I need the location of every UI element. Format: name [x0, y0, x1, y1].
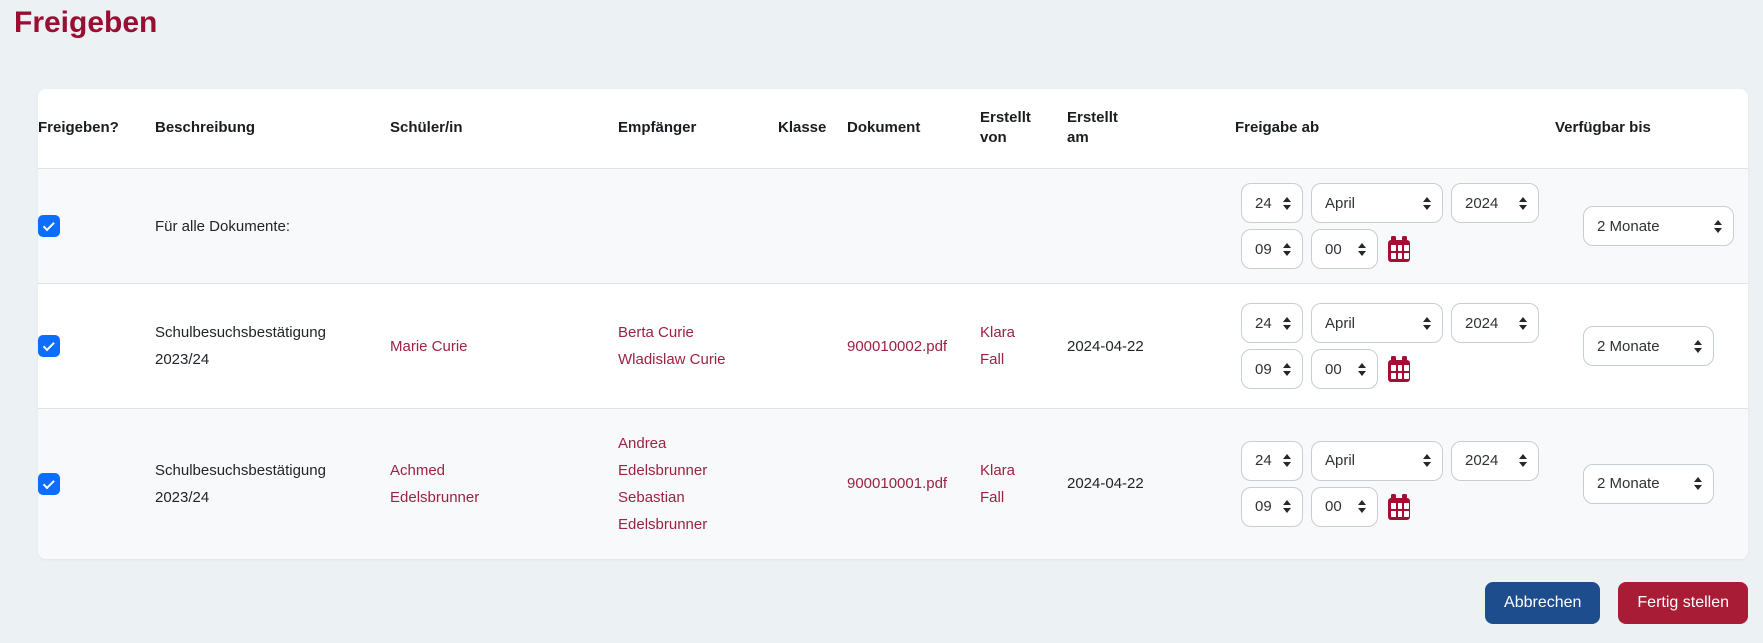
created-at-value: 2024-04-22 [1067, 475, 1144, 493]
student-link[interactable]: Marie Curie [390, 337, 468, 355]
available-until-select[interactable]: 2 Monate [1583, 463, 1714, 504]
freigeben-checkbox[interactable] [38, 335, 60, 357]
release-day-select[interactable]: 24 [1241, 440, 1303, 481]
calendar-icon[interactable] [1388, 493, 1412, 520]
document-link[interactable]: 900010002.pdf [847, 337, 948, 355]
spinner-arrows-icon [1358, 500, 1366, 514]
col-header-freigabe-ab: Freigabe ab [1235, 119, 1320, 137]
klasse-cell [778, 409, 847, 559]
release-table-card: Freigeben? Beschreibung Schüler/in Empfä… [38, 88, 1748, 559]
page-title: Freigeben [14, 6, 158, 39]
release-table: Freigeben? Beschreibung Schüler/in Empfä… [38, 89, 1748, 559]
recipient-link[interactable]: Andrea Edelsbrunner [618, 434, 708, 479]
release-minute-select[interactable]: 00 [1311, 229, 1378, 269]
spinner-arrows-icon [1714, 219, 1722, 233]
created-at-cell [1067, 169, 1235, 284]
recipient-cell [618, 169, 778, 284]
created-by-link[interactable]: Klara Fall [980, 461, 1016, 506]
document-link[interactable]: 900010001.pdf [847, 475, 948, 493]
recipient-link[interactable]: Wladislaw Curie [618, 351, 726, 368]
spinner-arrows-icon [1283, 242, 1291, 256]
created-by-cell [980, 169, 1067, 284]
freigeben-checkbox[interactable] [38, 472, 60, 495]
row-description: Schulbesuchsbestätigung 2023/24 [155, 461, 326, 506]
spinner-arrows-icon [1423, 454, 1431, 468]
spinner-arrows-icon [1358, 362, 1366, 376]
spinner-arrows-icon [1423, 316, 1431, 330]
release-year-select[interactable]: 2024 [1451, 440, 1539, 481]
spinner-arrows-icon [1283, 454, 1291, 468]
action-button-bar: Abbrechen Fertig stellen [38, 581, 1748, 625]
klasse-cell [778, 284, 847, 409]
col-header-schueler: Schüler/in [390, 119, 463, 137]
document-cell [847, 169, 980, 284]
row-description: Für alle Dokumente: [155, 217, 291, 235]
recipient-link[interactable]: Berta Curie [618, 324, 694, 341]
release-year-select[interactable]: 2024 [1451, 303, 1539, 343]
table-row: Schulbesuchsbestätigung 2023/24 Achmed E… [38, 408, 1748, 559]
release-year-select[interactable]: 2024 [1451, 183, 1539, 223]
release-datetime-group: 24 April 2024 09 00 [1241, 440, 1539, 527]
release-month-select[interactable]: April [1311, 183, 1443, 223]
release-hour-select[interactable]: 09 [1241, 486, 1303, 527]
created-by-link[interactable]: Klara Fall [980, 324, 1016, 368]
calendar-icon[interactable] [1388, 236, 1412, 262]
check-icon [42, 339, 55, 352]
student-link[interactable]: Achmed Edelsbrunner [390, 461, 480, 506]
table-row: Schulbesuchsbestätigung 2023/24 Marie Cu… [38, 283, 1748, 409]
col-header-erstellt-am: Erstellt am [1067, 109, 1118, 147]
release-minute-select[interactable]: 00 [1311, 486, 1378, 527]
student-cell [390, 169, 618, 284]
created-at-value: 2024-04-22 [1067, 337, 1144, 355]
recipient-link[interactable]: Sebastian Edelsbrunner [618, 488, 708, 533]
submit-button[interactable]: Fertig stellen [1618, 581, 1748, 625]
release-datetime-group: 24 April 2024 09 00 [1241, 303, 1539, 389]
col-header-klasse: Klasse [778, 119, 827, 137]
cancel-button[interactable]: Abbrechen [1485, 581, 1601, 625]
header-row: Freigeben? Beschreibung Schüler/in Empfä… [38, 89, 1748, 169]
spinner-arrows-icon [1283, 362, 1291, 376]
col-header-empfaenger: Empfänger [618, 119, 697, 137]
spinner-arrows-icon [1519, 196, 1527, 210]
release-month-select[interactable]: April [1311, 440, 1443, 481]
available-until-select[interactable]: 2 Monate [1583, 206, 1734, 246]
table-row: Für alle Dokumente: 24 April 2024 [38, 168, 1748, 284]
release-minute-select[interactable]: 00 [1311, 349, 1378, 389]
release-month-select[interactable]: April [1311, 303, 1443, 343]
spinner-arrows-icon [1519, 316, 1527, 330]
spinner-arrows-icon [1519, 454, 1527, 468]
spinner-arrows-icon [1283, 196, 1291, 210]
spinner-arrows-icon [1423, 196, 1431, 210]
spinner-arrows-icon [1283, 500, 1291, 514]
spinner-arrows-icon [1283, 316, 1291, 330]
calendar-icon[interactable] [1388, 356, 1412, 382]
col-header-verfuegbar-bis: Verfügbar bis [1555, 119, 1651, 137]
check-icon [42, 219, 55, 232]
col-header-dokument: Dokument [847, 119, 921, 137]
spinner-arrows-icon [1358, 242, 1366, 256]
spinner-arrows-icon [1694, 339, 1702, 353]
release-datetime-group: 24 April 2024 09 00 [1241, 183, 1539, 269]
check-icon [42, 477, 55, 490]
release-day-select[interactable]: 24 [1241, 183, 1303, 223]
col-header-erstellt-von: Erstellt von [980, 109, 1031, 147]
row-description: Schulbesuchsbestätigung 2023/24 [155, 324, 326, 368]
spinner-arrows-icon [1694, 477, 1702, 491]
klasse-cell [778, 169, 847, 284]
available-until-select[interactable]: 2 Monate [1583, 326, 1714, 366]
release-hour-select[interactable]: 09 [1241, 349, 1303, 389]
release-hour-select[interactable]: 09 [1241, 229, 1303, 269]
col-header-freigeben: Freigeben? [38, 119, 119, 137]
release-day-select[interactable]: 24 [1241, 303, 1303, 343]
freigeben-checkbox[interactable] [38, 215, 60, 237]
col-header-beschreibung: Beschreibung [155, 119, 256, 137]
